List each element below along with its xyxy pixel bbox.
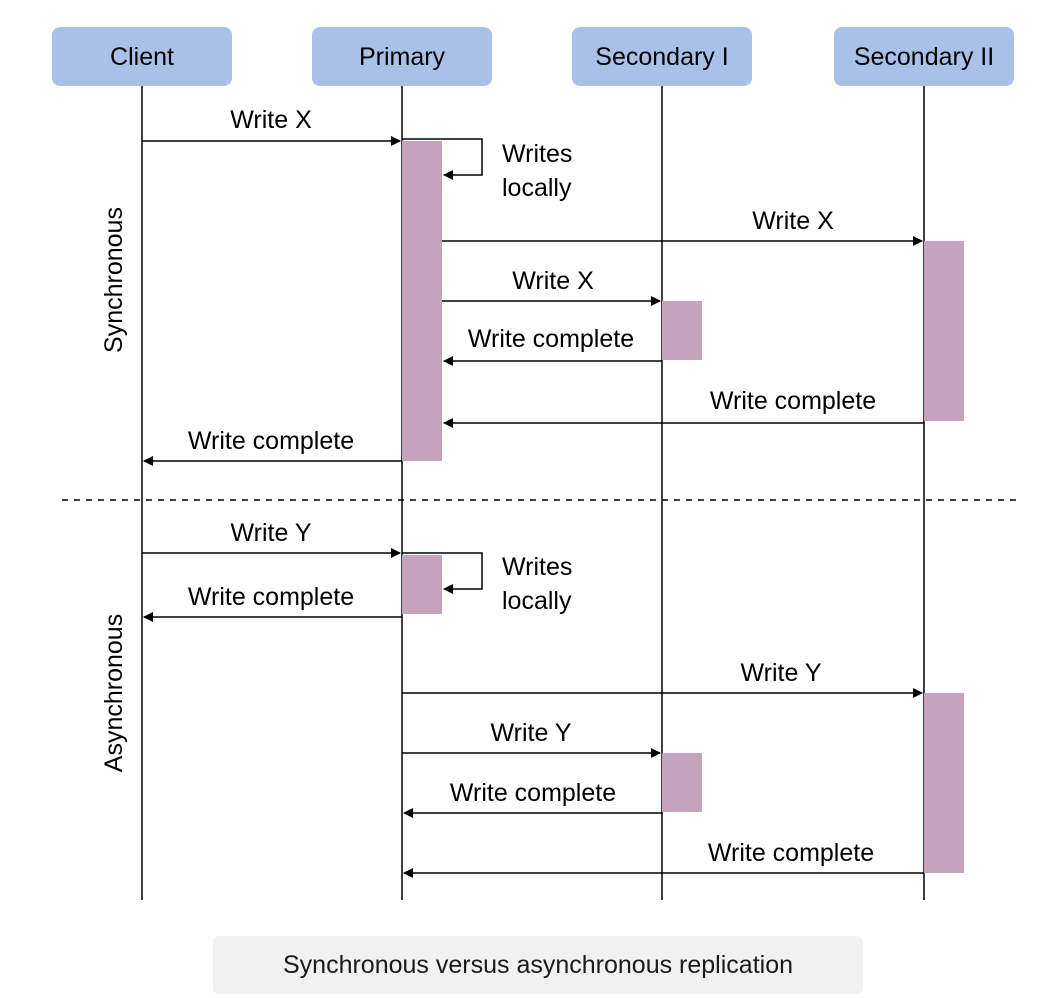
self-message-async-writes-locally: Writes locally: [402, 552, 572, 615]
participant-secondary-1-label: Secondary I: [595, 43, 728, 71]
participant-secondary-1: Secondary I: [572, 27, 752, 86]
participant-primary: Primary: [312, 27, 492, 86]
activation-bar-secondary-1-async: [662, 753, 702, 812]
message-label: Write complete: [468, 325, 634, 353]
participant-client-label: Client: [110, 43, 174, 71]
activation-bar-secondary-2-async: [924, 693, 964, 873]
caption-text: Synchronous versus asynchronous replicat…: [283, 950, 793, 979]
message-label: Write X: [512, 267, 594, 295]
section-label-asynchronous: Asynchronous: [100, 614, 128, 772]
message-label: Write complete: [188, 427, 354, 455]
participant-primary-label: Primary: [359, 43, 446, 71]
message-sync-client-to-primary: Write X: [142, 106, 401, 146]
message-label: Write complete: [450, 779, 616, 807]
figure-caption: Synchronous versus asynchronous replicat…: [213, 936, 863, 994]
self-message-sync-writes-locally: Writes locally: [402, 138, 572, 202]
participant-client: Client: [52, 27, 232, 86]
sequence-diagram: Client Primary Secondary I Secondary II …: [52, 27, 1018, 900]
self-note-line2: locally: [502, 587, 572, 615]
section-label-synchronous: Synchronous: [100, 207, 128, 353]
self-note-line1: Writes: [502, 140, 572, 168]
message-label: Write X: [752, 207, 834, 235]
message-async-primary-to-secondary-2: Write Y: [402, 659, 923, 698]
message-async-primary-to-secondary-1: Write Y: [402, 719, 661, 758]
message-label: Write complete: [708, 839, 874, 867]
message-label: Write complete: [710, 387, 876, 415]
message-sync-primary-ack: Write complete: [143, 427, 402, 466]
message-sync-primary-to-secondary-1: Write X: [442, 267, 661, 306]
self-note-line2: locally: [502, 174, 572, 202]
message-label: Write Y: [230, 519, 311, 547]
message-label: Write Y: [490, 719, 571, 747]
message-sync-secondary-1-ack: Write complete: [443, 325, 662, 366]
activation-bar-secondary-2-sync: [924, 241, 964, 421]
message-sync-primary-to-secondary-2: Write X: [442, 207, 923, 246]
message-async-secondary-2-ack: Write complete: [403, 839, 924, 878]
message-label: Write X: [230, 106, 312, 134]
activation-bar-secondary-1-sync: [662, 301, 702, 360]
activation-bar-primary-sync: [402, 141, 442, 461]
message-async-client-to-primary: Write Y: [142, 519, 401, 558]
message-label: Write complete: [188, 583, 354, 611]
message-async-primary-ack: Write complete: [143, 583, 402, 622]
message-label: Write Y: [740, 659, 821, 687]
message-async-secondary-1-ack: Write complete: [403, 779, 662, 818]
self-note-line1: Writes: [502, 553, 572, 581]
message-sync-secondary-2-ack: Write complete: [443, 387, 924, 428]
participant-secondary-2: Secondary II: [834, 27, 1014, 86]
activation-bar-primary-async: [402, 555, 442, 614]
participant-secondary-2-label: Secondary II: [854, 43, 994, 71]
